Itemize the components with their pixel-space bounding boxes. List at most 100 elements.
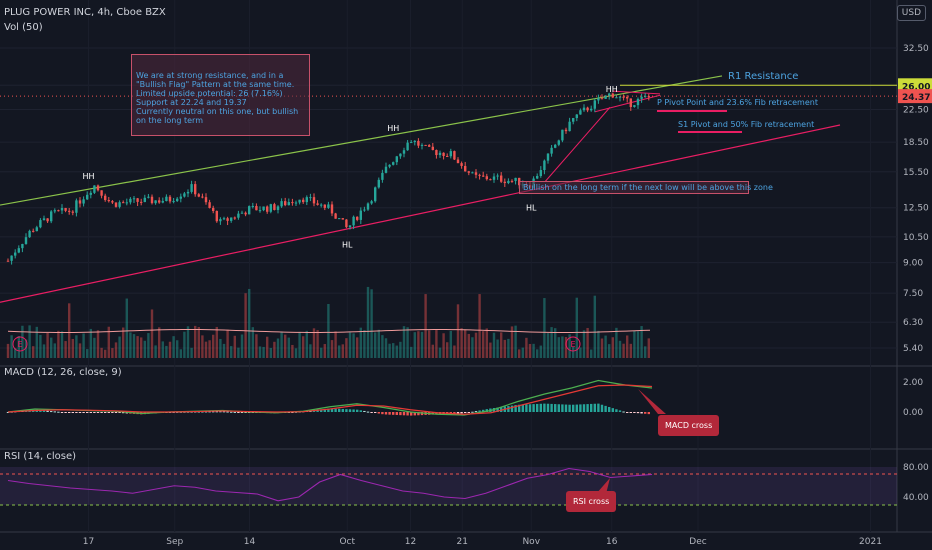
volume-bar [348, 332, 352, 358]
macd-histogram-bar [417, 412, 420, 416]
volume-bar [532, 343, 535, 358]
volume-bar [485, 328, 488, 358]
macd-histogram-bar [554, 404, 557, 412]
volume-bar [554, 328, 557, 358]
candle-body [446, 156, 449, 158]
volume-bar [352, 333, 355, 358]
candle-body [438, 152, 442, 156]
volume-bar [204, 341, 208, 358]
volume-bar [546, 333, 550, 358]
volume-bar [280, 331, 283, 358]
candle-body [586, 107, 589, 111]
macd-histogram-bar [71, 412, 74, 413]
volume-bar [273, 341, 276, 358]
macd-histogram-bar [525, 404, 528, 412]
volume-bar [600, 338, 604, 358]
volume-bar [172, 336, 175, 358]
macd-histogram-bar [582, 404, 586, 412]
candle-body [536, 176, 539, 179]
candlesticks [6, 92, 650, 265]
macd-histogram-bar [485, 409, 488, 412]
candle-body [474, 172, 478, 175]
candle-body [568, 121, 571, 132]
volume-bar [71, 338, 74, 358]
currency-button[interactable]: USD [896, 5, 926, 21]
macd-histogram-bar [532, 404, 535, 412]
price-tick-label: 9.00 [903, 259, 923, 269]
volume-bar [28, 325, 31, 358]
volume-bar [575, 297, 578, 358]
volume-bar [471, 337, 474, 358]
candle-body [622, 96, 625, 98]
volume-bar [586, 327, 589, 358]
time-tick-label: 16 [606, 537, 618, 547]
volume-bar [244, 293, 247, 358]
volume-bar [147, 333, 150, 358]
volume-bar [514, 325, 517, 358]
candle-body [428, 145, 431, 147]
swing-label-hh: HH [606, 85, 618, 94]
volume-bar [186, 326, 190, 358]
price-tick-label: 7.50 [903, 289, 923, 299]
volume-bar [492, 332, 496, 358]
volume-bar [561, 336, 564, 358]
macd-tick-label: 2.00 [903, 378, 923, 388]
candle-body [118, 202, 121, 207]
macd-histogram-bar [388, 412, 391, 415]
volume-bar [219, 338, 222, 358]
candle-body [417, 140, 420, 146]
candle-body [86, 194, 89, 200]
volume-bar [536, 349, 539, 358]
candle-body [71, 211, 74, 213]
time-tick-label: 21 [457, 537, 468, 547]
candle-body [316, 203, 319, 205]
macd-histogram-bar [467, 412, 470, 413]
candle-body [366, 203, 370, 210]
macd-histogram-bar [320, 409, 323, 412]
candle-body [384, 166, 388, 173]
macd-callout-pointer [638, 389, 666, 414]
candle-body [125, 202, 128, 204]
volume-bar [446, 342, 449, 358]
candle-body [633, 105, 636, 107]
note-line-3: Support at 22.24 and 19.37 [136, 98, 247, 107]
candle-body [6, 260, 10, 262]
volume-bar [366, 286, 370, 358]
rise-line [544, 106, 611, 183]
candle-body [514, 177, 517, 181]
signal-line [7, 384, 653, 415]
analysis-note: We are at strong resistance, and in a "B… [131, 54, 310, 136]
volume-bar [410, 346, 413, 358]
candle-body [280, 201, 283, 207]
rsi-band [0, 467, 897, 505]
candle-body [464, 165, 467, 172]
macd-histogram-bar [636, 412, 640, 414]
price-tick-label: 12.50 [903, 204, 929, 214]
volume-bar [104, 349, 107, 358]
earnings-marker-nov-label: E [570, 340, 575, 349]
candle-body [150, 196, 154, 204]
volume-bar [154, 345, 157, 358]
volume-bar [640, 326, 643, 358]
volume-bar [464, 329, 467, 358]
volume-bar [251, 327, 254, 358]
volume-bar [510, 326, 514, 358]
volume-label: Vol (50) [4, 22, 43, 33]
candle-body [597, 98, 600, 101]
volume-bar [395, 345, 398, 358]
macd-histogram-bar [78, 412, 82, 413]
volume-bar [32, 346, 35, 358]
macd-histogram-bar [374, 412, 377, 413]
candle-body [370, 201, 373, 204]
candle-body [341, 218, 344, 220]
candle-body [172, 201, 175, 203]
volume-bar [161, 341, 164, 358]
macd-histogram-bar [474, 411, 478, 413]
earnings-marker-nov [565, 336, 581, 352]
candle-body [330, 204, 334, 214]
macd-histogram-bar [219, 411, 222, 413]
swing-label-hh: HH [387, 124, 399, 133]
volume-bar [521, 347, 524, 358]
level-26-tag-text: 26.00 [902, 82, 930, 92]
